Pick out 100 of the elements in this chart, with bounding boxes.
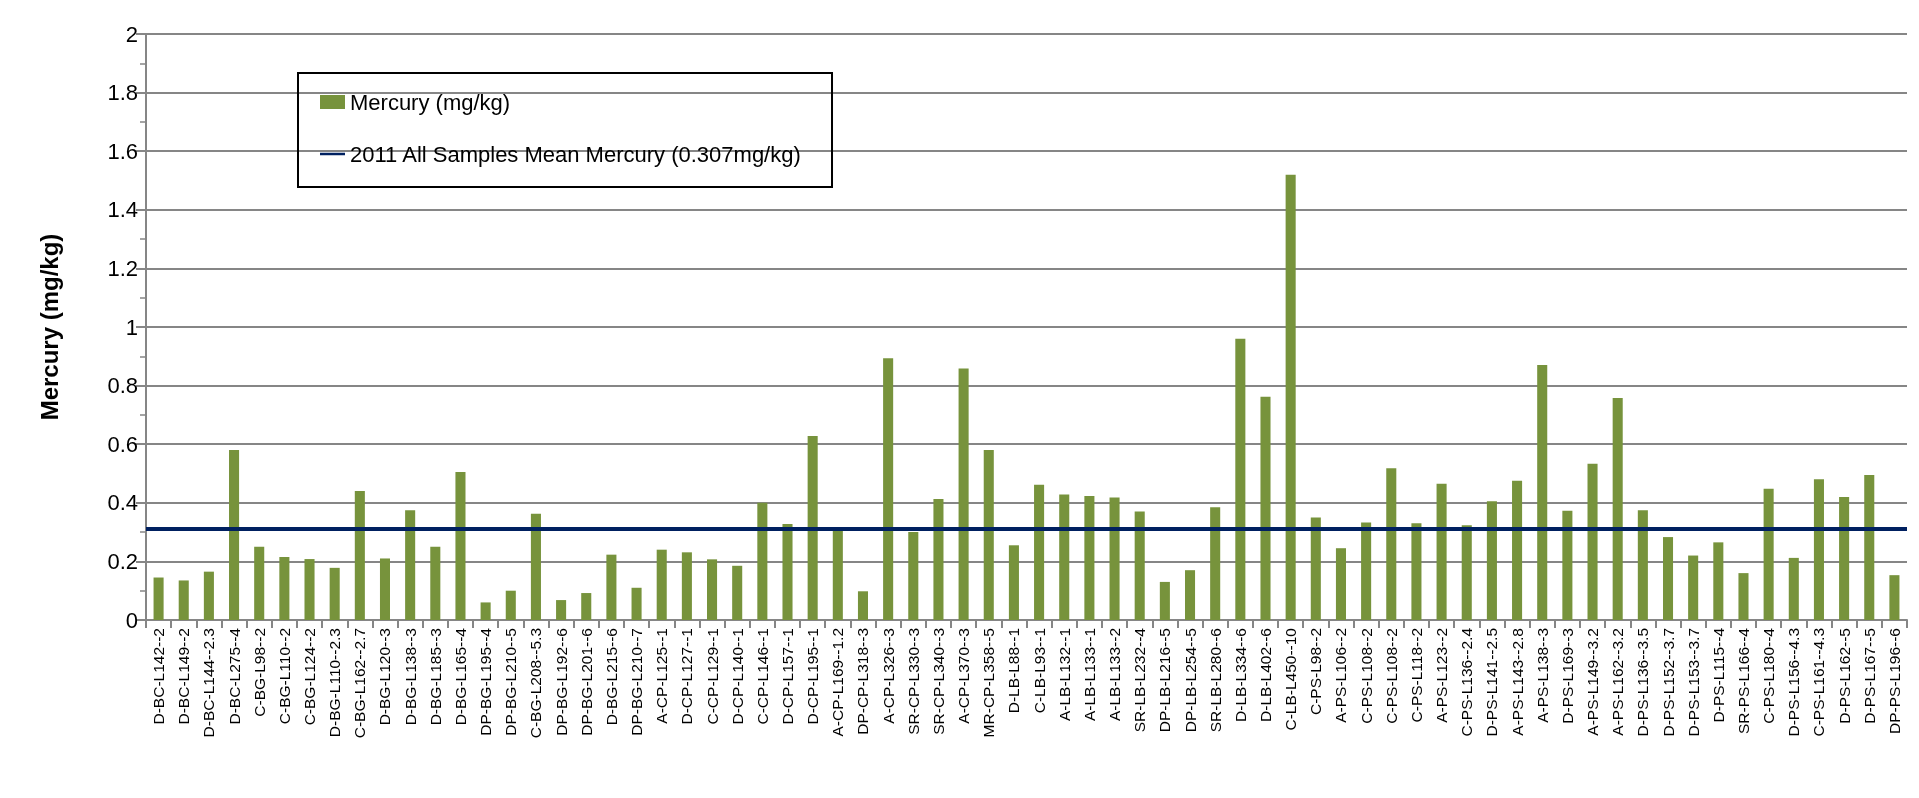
bar (757, 502, 768, 620)
bar (681, 552, 692, 620)
bar (279, 557, 290, 620)
y-tick-label: 1.4 (107, 197, 138, 223)
x-tick-label: D-BC-L275--4 (225, 627, 243, 725)
x-tick-label: SR-CP-L330--3 (904, 628, 922, 735)
y-tick-label: 1.6 (107, 138, 138, 164)
bar (178, 580, 189, 620)
bar (254, 546, 265, 620)
x-tick-label: DP-BG-L210--7 (628, 628, 646, 736)
bar (1109, 497, 1120, 620)
x-tick-label: DP-LB-L216--5 (1156, 628, 1174, 733)
bar (707, 559, 718, 620)
x-tick-label: D-PS-L115--4 (1709, 627, 1727, 723)
x-tick-label: A-LB-L132--1 (1055, 628, 1073, 722)
x-tick-label: MR-CP-L358--5 (980, 628, 998, 738)
x-tick-label: DP-PS-L196--6 (1885, 628, 1903, 734)
x-tick-label: C-PS-L161--4.3 (1810, 628, 1828, 737)
bar (1335, 548, 1346, 620)
bar (1008, 545, 1019, 620)
bar (732, 565, 743, 620)
x-tick-label: D-PS-L152--3.7 (1659, 628, 1677, 737)
x-tick-label: DP-CP-L318--3 (854, 628, 872, 735)
bar (656, 549, 667, 620)
y-tick-label: 1 (125, 314, 138, 340)
x-tick-label: A-PS-L138--3 (1533, 628, 1551, 723)
bar (883, 358, 894, 620)
x-tick-label: A-PS-L149--3.2 (1584, 628, 1602, 736)
legend-label: Mercury (mg/kg) (350, 89, 511, 115)
bar (1285, 174, 1296, 620)
x-tick-label: A-CP-L370--3 (955, 628, 973, 724)
x-tick-label: C-BG-L124--2 (301, 628, 319, 726)
bar (1134, 511, 1145, 620)
bar (1386, 468, 1397, 620)
x-tick-label: DP-BG-L192--6 (552, 628, 570, 736)
y-tick-label: 0.4 (107, 490, 138, 516)
bar (1361, 522, 1372, 620)
x-tick-label: D-PS-L167--5 (1860, 628, 1878, 724)
bar (1235, 338, 1246, 620)
x-tick-label: A-LB-L133--2 (1106, 628, 1124, 722)
y-axis-title: Mercury (mg/kg) (35, 233, 63, 421)
y-tick-label: 1.8 (107, 80, 138, 106)
bar (1436, 483, 1447, 620)
x-tick-label: C-BG-L98--2 (250, 628, 268, 717)
bar (1260, 396, 1271, 620)
x-tick-label: D-PS-L162--5 (1835, 628, 1853, 724)
x-tick-label: A-PS-L106--2 (1332, 628, 1350, 723)
x-tick-label: D-PS-L153--3.7 (1684, 628, 1702, 737)
x-tick-label: D-LB-L88--1 (1005, 628, 1023, 714)
x-tick-label: A-PS-L162--3.2 (1609, 628, 1627, 736)
x-tick-label: D-BC-L149--2 (175, 628, 193, 725)
bar (1159, 581, 1170, 620)
bar (1587, 463, 1598, 620)
x-tick-label: SR-LB-L280--6 (1206, 628, 1224, 733)
x-tick-label: D-CP-L127--1 (678, 628, 696, 725)
x-tick-label: D-PS-L169--3 (1558, 628, 1576, 724)
x-tick-label: A-PS-L143--2.8 (1508, 628, 1526, 736)
bar (933, 498, 944, 620)
x-tick-label: A-PS-L123--2 (1433, 628, 1451, 723)
x-tick-label: C-PS-L98--2 (1307, 628, 1325, 715)
y-tick-label: 0 (125, 607, 138, 633)
y-tick-label: 2 (125, 21, 138, 47)
x-tick-label: D-PS-L141--2.5 (1483, 628, 1501, 737)
bar (983, 450, 994, 620)
x-tick-label: A-LB-L133--1 (1080, 628, 1098, 722)
bar (203, 571, 214, 620)
x-tick-label: D-BG-L165--4 (451, 627, 469, 726)
bar (606, 554, 617, 620)
x-tick-label: D-PS-L156--4.3 (1785, 628, 1803, 737)
x-tick-label: C-LB-L450--10 (1282, 627, 1300, 731)
x-tick-label: D-PS-L136--3.5 (1634, 628, 1652, 737)
x-tick-label: D-BG-L120--3 (376, 628, 394, 726)
bar (1889, 575, 1900, 620)
y-tick-label: 0.6 (107, 431, 138, 457)
bar (1662, 537, 1674, 620)
bar (1461, 525, 1472, 620)
bar (1512, 480, 1523, 620)
x-tick-label: DP-BG-L210--5 (502, 628, 520, 736)
x-tick-label: D-CP-L140--1 (728, 628, 746, 725)
bar (1713, 542, 1724, 620)
bar (857, 591, 869, 620)
x-tick-label: D-BC-L144--2.3 (200, 628, 218, 738)
x-tick-label: SR-LB-L232--4 (1131, 627, 1149, 733)
bar (1537, 365, 1548, 620)
bar (1864, 474, 1875, 620)
bar (229, 450, 240, 620)
bar (1059, 494, 1070, 620)
bar (1486, 501, 1497, 620)
bar (1813, 479, 1824, 620)
x-tick-label: C-PS-L180--4 (1760, 627, 1778, 724)
y-tick-label: 0.8 (107, 373, 138, 399)
x-tick-label: A-CP-L125--1 (653, 628, 671, 724)
bar (505, 590, 516, 620)
x-tick-label: D-BG-L138--3 (401, 628, 419, 726)
x-tick-label: C-CP-L129--1 (703, 628, 721, 725)
x-tick-label: SR-CP-L340--3 (929, 628, 947, 735)
bar (1612, 397, 1623, 620)
bar (581, 593, 592, 620)
bar (1562, 510, 1573, 620)
bar (832, 530, 843, 620)
